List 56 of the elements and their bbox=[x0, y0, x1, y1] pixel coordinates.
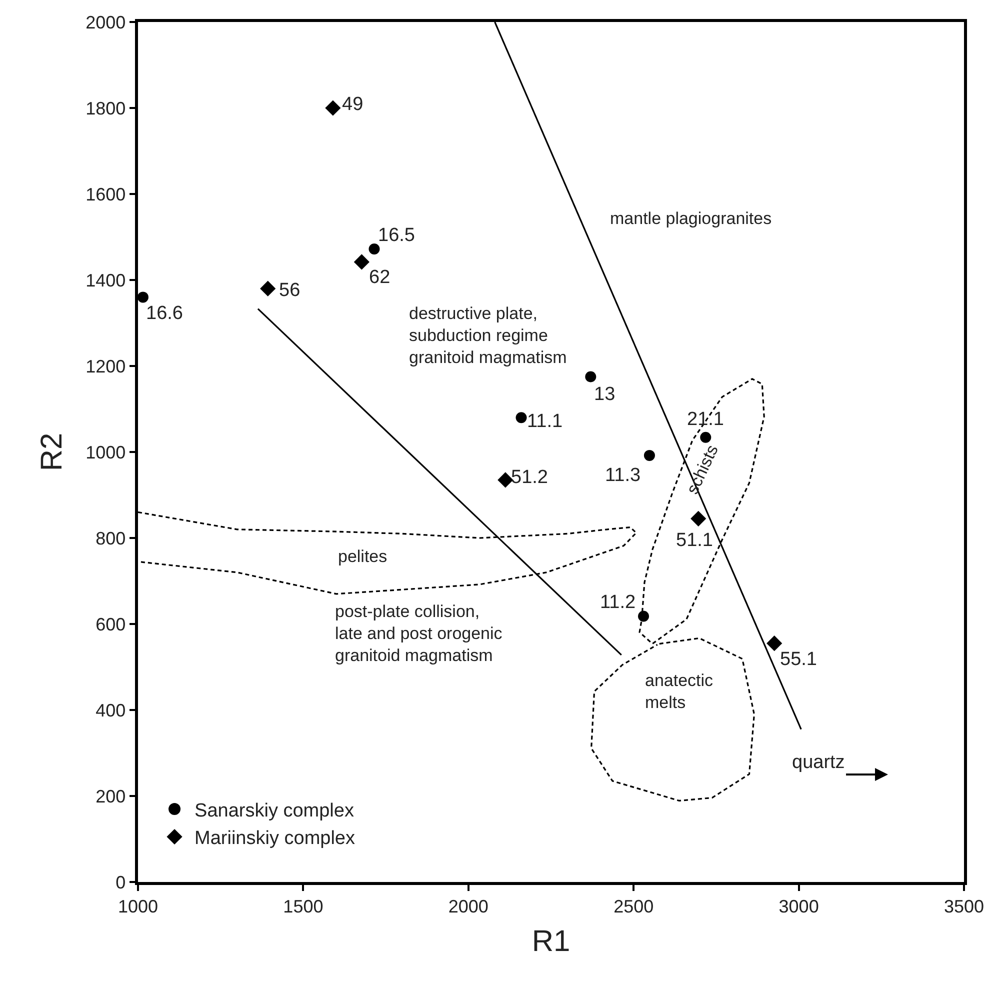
y-tick-label: 1000 bbox=[86, 442, 126, 462]
x-tick-label: 3000 bbox=[778, 896, 819, 916]
annotation: 11.3 bbox=[605, 465, 641, 486]
x-tick-label: 3500 bbox=[944, 896, 984, 916]
y-tick-label: 1400 bbox=[86, 270, 126, 290]
point bbox=[585, 371, 596, 382]
annotation: schists bbox=[682, 442, 722, 498]
point bbox=[137, 292, 148, 303]
line-series bbox=[638, 378, 765, 645]
y-tick-label: 800 bbox=[96, 528, 126, 548]
line-series bbox=[590, 637, 755, 802]
annotation: 16.6 bbox=[146, 303, 183, 324]
point bbox=[690, 510, 706, 526]
y-tick-label: 200 bbox=[96, 786, 126, 806]
annotation: 56 bbox=[279, 280, 300, 301]
annotation: destructive plate, subduction regime granitoid magmatism bbox=[409, 304, 567, 368]
x-axis-title: R1 bbox=[532, 924, 570, 958]
annotation: 21.1 bbox=[687, 409, 724, 430]
annotation: pelites bbox=[338, 547, 388, 566]
annotation: 11.1 bbox=[527, 411, 563, 432]
x-tick-label: 1000 bbox=[118, 896, 158, 916]
annotation: 16.5 bbox=[378, 225, 415, 246]
y-axis-title: R2 bbox=[36, 432, 69, 472]
point bbox=[498, 472, 514, 488]
y-tick-label: 2000 bbox=[86, 12, 126, 32]
legend-label: Sanarskiy complex bbox=[194, 800, 354, 822]
annotation: 49 bbox=[342, 94, 364, 115]
annotation: 11.2 bbox=[600, 592, 636, 613]
annotation: 51.2 bbox=[511, 467, 548, 488]
annotation: post-plate collision, late and post orogenic granitoid magmatism bbox=[335, 602, 503, 666]
annotation: 51.1 bbox=[676, 530, 713, 551]
y-tick-label: 1800 bbox=[86, 98, 126, 118]
point bbox=[638, 610, 650, 622]
y-tick-label: 1600 bbox=[86, 184, 126, 204]
point bbox=[354, 254, 370, 270]
point bbox=[700, 432, 712, 443]
point bbox=[644, 450, 655, 461]
y-tick-label: 0 bbox=[116, 872, 126, 892]
point bbox=[260, 280, 276, 296]
y-tick-label: 1200 bbox=[86, 356, 126, 376]
annotation: mantle plagiogranites bbox=[610, 209, 772, 228]
legend-label: Mariinskiy complex bbox=[194, 828, 356, 850]
annotation: 62 bbox=[369, 267, 390, 288]
annotation: quartz bbox=[792, 752, 845, 773]
point bbox=[766, 636, 782, 652]
point bbox=[516, 412, 527, 424]
annotation: 55.1 bbox=[780, 649, 817, 670]
annotation: 13 bbox=[594, 384, 616, 405]
x-tick-label: 2500 bbox=[614, 896, 654, 916]
y-tick-label: 400 bbox=[96, 700, 126, 720]
annotation: anatectic melts bbox=[645, 671, 714, 712]
x-tick-label: 1500 bbox=[283, 896, 324, 916]
y-tick-label: 600 bbox=[96, 614, 126, 634]
x-tick-label: 2000 bbox=[448, 896, 488, 916]
point bbox=[325, 100, 341, 116]
point bbox=[368, 244, 380, 255]
